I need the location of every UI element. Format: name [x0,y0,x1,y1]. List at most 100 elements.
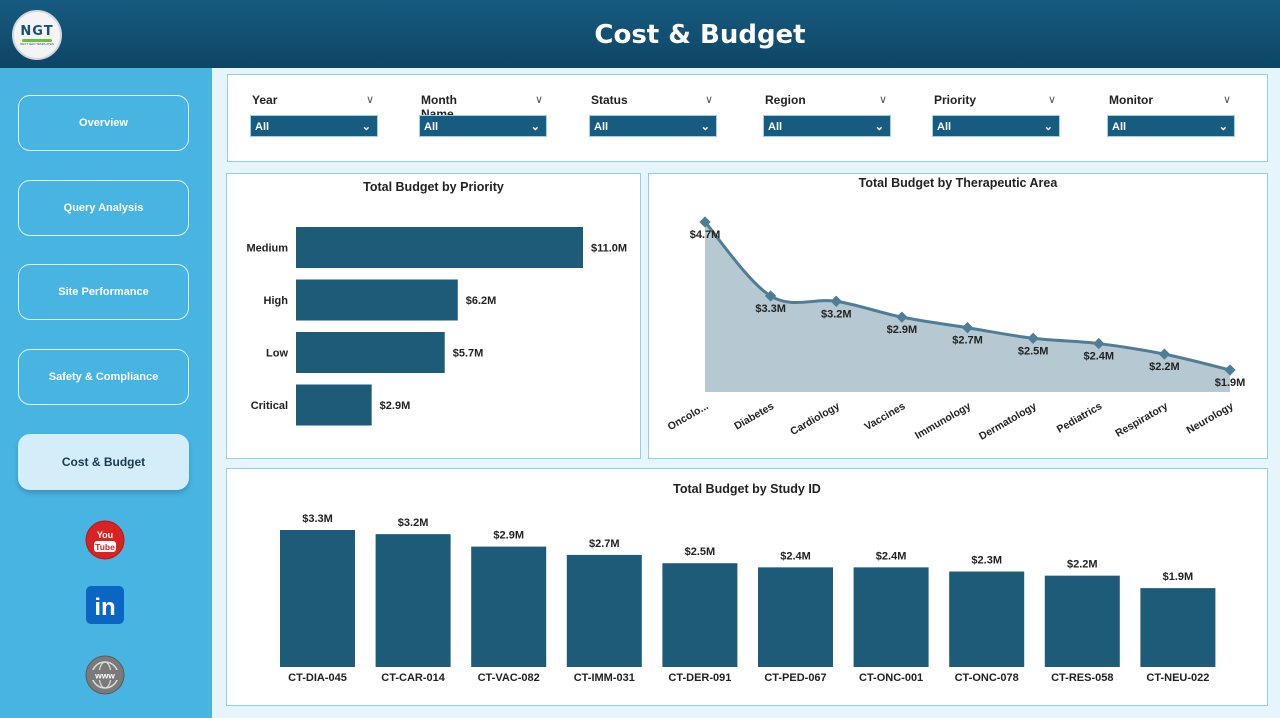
data-label: $1.9M [1163,571,1194,583]
category-label: CT-CAR-014 [381,672,445,684]
data-label: $2.7M [952,335,983,347]
dropdown-value: All [424,121,439,133]
logo-subtext: NEXT GEN TEMPLATES [20,41,54,46]
youtube-icon[interactable]: You Tube [85,520,125,560]
category-label: Vaccines [862,400,907,433]
chevron-down-icon[interactable]: ∨ [705,94,714,106]
nav-label: Cost & Budget [61,455,146,469]
chevron-down-icon: ⌄ [361,121,371,133]
data-point[interactable] [1224,364,1236,376]
svg-text:Tube: Tube [95,542,115,552]
chevron-down-icon: ⌄ [1043,121,1053,133]
chevron-down-icon[interactable]: ∨ [535,94,544,106]
month-name-dropdown[interactable]: All ⌄ [419,115,547,137]
data-label: $2.5M [685,546,716,558]
category-label: Medium [246,243,288,255]
dropdown-value: All [1112,121,1127,133]
study-id-bar-chart: $3.3M CT-DIA-045 $3.2M CT-CAR-014 $2.9M CT-VA… [280,513,1216,684]
data-label: $2.9M [380,400,411,412]
study-chart-panel: Total Budget by Study ID $3.3M CT-DIA-045… [226,468,1268,706]
www-icon[interactable]: www [85,655,125,695]
data-point[interactable] [1093,337,1105,350]
study-bar[interactable] [471,546,547,667]
nav-overview-button[interactable]: Overview [18,95,189,151]
therapeutic-area-chart: $4.7M Oncolo... $3.3M Diabetes $3.2M Cardiolo… [666,216,1245,443]
study-bar[interactable] [1140,588,1216,667]
category-label: CT-ONC-078 [955,672,1019,684]
status-dropdown[interactable]: All ⌄ [589,115,717,137]
data-label: $3.3M [302,513,333,525]
chevron-down-icon[interactable]: ∨ [879,94,888,106]
priority-bar[interactable] [296,227,583,268]
header-bar: NGT NEXT GEN TEMPLATES Cost & Budget [0,0,1280,68]
category-label: High [264,295,289,307]
ngt-logo[interactable]: NGT NEXT GEN TEMPLATES [12,10,62,60]
filter-label: Year [252,93,278,107]
chevron-down-icon: ⌄ [530,121,540,133]
chevron-down-icon[interactable]: ∨ [1223,94,1232,106]
region-dropdown[interactable]: All ⌄ [763,115,891,137]
monitor-dropdown[interactable]: All ⌄ [1107,115,1235,137]
nav-label: Query Analysis [63,202,144,214]
chevron-down-icon: ⌄ [700,121,710,133]
data-label: $2.3M [971,555,1002,567]
category-label: CT-IMM-031 [574,672,635,684]
data-label: $2.2M [1067,559,1098,571]
study-bar[interactable] [662,563,738,667]
category-label: CT-DER-091 [668,672,731,684]
chevron-down-icon[interactable]: ∨ [366,94,375,106]
dropdown-value: All [937,121,952,133]
category-label: CT-ONC-001 [859,672,923,684]
data-label: $2.4M [780,550,811,562]
data-point[interactable] [961,322,974,334]
study-bar[interactable] [375,534,451,667]
study-bar[interactable] [566,554,642,667]
study-bar[interactable] [758,567,833,667]
data-point[interactable] [1027,332,1039,344]
study-bar[interactable] [280,530,355,667]
nav-label: Safety & Compliance [48,371,159,383]
priority-bar[interactable] [296,384,372,426]
priority-bar[interactable] [296,279,458,321]
data-point[interactable] [1158,348,1171,360]
sidebar: Overview Query Analysis Site Performance… [0,68,212,718]
linkedin-icon[interactable]: in [85,585,125,625]
chart-title: Total Budget by Therapeutic Area [858,176,1058,190]
priority-chart-panel: Total Budget by Priority Medium $11.0M Hig… [226,173,641,459]
category-label: Pediatrics [1055,400,1105,436]
nav-site-performance-button[interactable]: Site Performance [18,264,189,320]
priority-dropdown[interactable]: All ⌄ [932,115,1060,137]
filter-label: Monitor [1109,93,1153,107]
category-label: Diabetes [732,400,776,432]
data-label: $2.5M [1018,345,1049,357]
data-point[interactable] [896,311,908,323]
chevron-down-icon: ⌄ [1218,121,1228,133]
svg-text:in: in [94,594,115,621]
nav-safety-compliance-button[interactable]: Safety & Compliance [18,349,189,405]
year-dropdown[interactable]: All ⌄ [250,115,378,137]
data-label: $6.2M [466,295,497,307]
nav-label: Site Performance [58,286,149,298]
priority-bar[interactable] [296,332,445,373]
nav-query-analysis-button[interactable]: Query Analysis [18,180,189,236]
nav-label: Overview [79,117,128,129]
area-fill [705,222,1230,392]
category-label: CT-NEU-022 [1146,672,1209,684]
category-label: Critical [251,400,288,412]
nav-cost-budget-button[interactable]: Cost & Budget [18,434,189,490]
therapeutic-chart-panel: Total Budget by Therapeutic Area $4.7M On… [648,173,1268,459]
study-bar[interactable] [949,571,1025,667]
data-label: $3.3M [755,303,786,315]
filter-label: Priority [934,93,977,107]
data-label: $11.0M [591,243,627,255]
data-label: $2.7M [589,538,620,550]
category-label: Low [266,348,288,360]
study-bar[interactable] [1044,575,1120,667]
chevron-down-icon[interactable]: ∨ [1048,94,1057,106]
category-label: Neurology [1185,400,1236,436]
svg-text:www: www [94,671,115,681]
category-label: Cardiology [788,400,842,438]
data-label: $2.2M [1149,361,1180,373]
chart-title: Total Budget by Priority [363,180,504,194]
study-bar[interactable] [853,567,929,667]
